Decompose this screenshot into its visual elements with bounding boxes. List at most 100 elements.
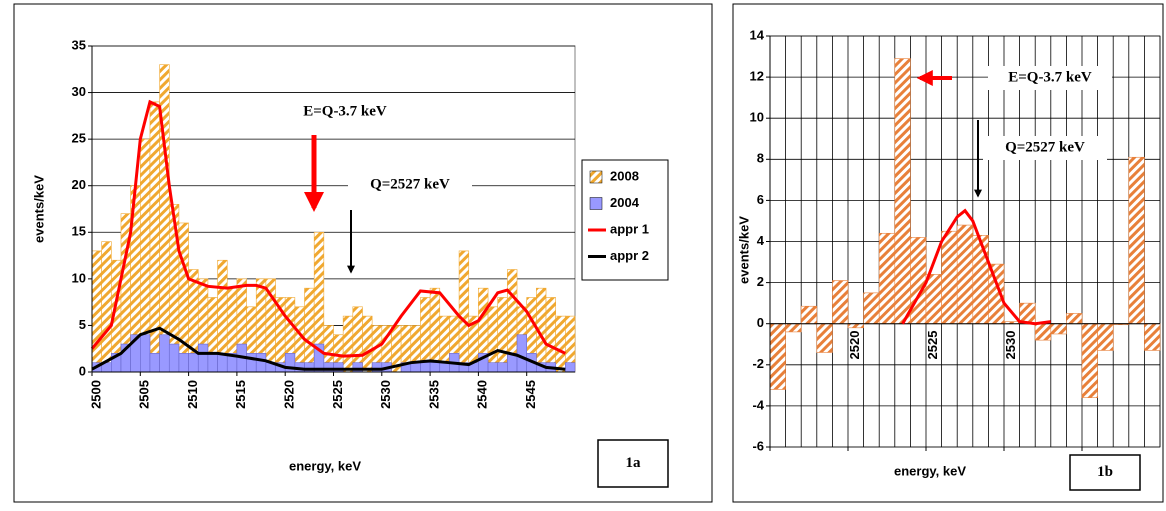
bar <box>1034 323 1052 341</box>
bar <box>1128 156 1145 324</box>
panel-label: 1b <box>1097 464 1113 480</box>
bar <box>847 323 864 329</box>
bar <box>342 315 354 373</box>
bar <box>487 306 499 373</box>
x-tick-label: 2525 <box>925 331 940 360</box>
y-tick-label: -2 <box>752 356 764 371</box>
bar <box>910 237 927 324</box>
legend-label: 2008 <box>610 168 639 183</box>
bar <box>352 306 363 373</box>
bar <box>410 362 421 373</box>
bar <box>458 250 470 373</box>
x-tick-label: 2525 <box>330 380 345 409</box>
panel-frame <box>13 3 713 503</box>
panel-frame <box>732 3 1164 503</box>
y-axis-title: events/keV <box>736 216 751 284</box>
bar <box>487 362 499 373</box>
bar <box>420 362 431 373</box>
bar <box>565 362 576 373</box>
fit-line <box>90 99 566 358</box>
panel-label: 1a <box>626 455 642 471</box>
annotation-bg <box>988 66 1112 90</box>
bar <box>972 235 989 325</box>
x-tick-label: 2515 <box>233 380 248 409</box>
annotation-bg <box>283 100 407 124</box>
legend-label: 2004 <box>610 195 640 210</box>
x-tick-label: 2520 <box>281 380 296 409</box>
bar <box>91 250 102 373</box>
legend-swatch <box>589 197 603 210</box>
bar <box>149 353 160 373</box>
bar <box>362 315 373 373</box>
x-axis-title: energy, keV <box>894 463 966 478</box>
y-tick-label: 8 <box>757 151 764 166</box>
bar <box>178 222 189 373</box>
annotation: E=Q-3.7 keV <box>303 103 387 119</box>
fit-line <box>901 208 1051 326</box>
bar <box>255 353 267 373</box>
bar <box>439 362 450 373</box>
panel-label-box <box>1069 454 1141 491</box>
y-tick-label: 2 <box>757 274 764 289</box>
bar <box>178 353 189 373</box>
y-tick-label: 35 <box>72 37 86 52</box>
bar <box>816 323 833 353</box>
bar <box>168 343 180 373</box>
bar <box>188 353 199 373</box>
y-tick-label: 4 <box>757 233 765 248</box>
bar <box>925 274 942 325</box>
x-tick-label: 2505 <box>137 380 152 409</box>
x-tick-label: 2530 <box>378 380 393 409</box>
bar <box>429 287 441 373</box>
bar <box>863 292 880 325</box>
x-tick-label: 2500 <box>88 380 103 409</box>
annotation: E=Q-3.7 keV <box>1008 69 1092 85</box>
bar <box>1066 313 1083 324</box>
y-tick-label: -6 <box>752 438 764 453</box>
y-tick-label: 10 <box>72 270 86 285</box>
y-tick-label: 25 <box>72 131 86 146</box>
x-tick-label: 2520 <box>847 331 862 360</box>
bar <box>941 230 958 325</box>
bar <box>894 58 911 325</box>
bar <box>246 353 257 373</box>
bar <box>769 323 786 390</box>
y-tick-label: -4 <box>752 397 764 412</box>
annotation-bg <box>983 136 1107 160</box>
bar <box>516 334 527 373</box>
bar <box>304 287 315 373</box>
x-tick-label: 2510 <box>185 380 200 409</box>
y-tick-label: 5 <box>79 317 86 332</box>
y-tick-label: 6 <box>757 192 764 207</box>
legend-label: appr 2 <box>610 248 649 263</box>
bar <box>497 362 508 373</box>
fit-line <box>91 326 566 371</box>
annotation-bg <box>348 173 472 197</box>
y-tick-label: 14 <box>750 27 765 42</box>
bar <box>101 241 112 373</box>
y-tick-label: 12 <box>750 69 764 84</box>
bar <box>1081 323 1098 398</box>
bar <box>429 362 441 373</box>
annotation: Q=2527 keV <box>1005 139 1085 155</box>
bar <box>832 280 849 325</box>
bar <box>197 343 209 373</box>
legend-label: appr 1 <box>610 221 649 236</box>
bar <box>785 323 802 333</box>
bar <box>159 334 170 373</box>
bar <box>555 315 566 373</box>
bar <box>1144 323 1161 351</box>
y-tick-label: 20 <box>72 177 86 192</box>
x-tick-label: 2545 <box>523 380 538 409</box>
bar <box>140 334 151 373</box>
bar <box>207 353 218 373</box>
y-tick-label: 0 <box>79 363 86 378</box>
bar <box>497 297 508 373</box>
y-tick-label: 30 <box>72 84 86 99</box>
y-tick-label: 15 <box>72 224 86 239</box>
panel-label-box <box>597 439 669 488</box>
x-tick-label: 2540 <box>475 380 490 409</box>
bar <box>956 224 974 324</box>
bar <box>1050 323 1067 335</box>
